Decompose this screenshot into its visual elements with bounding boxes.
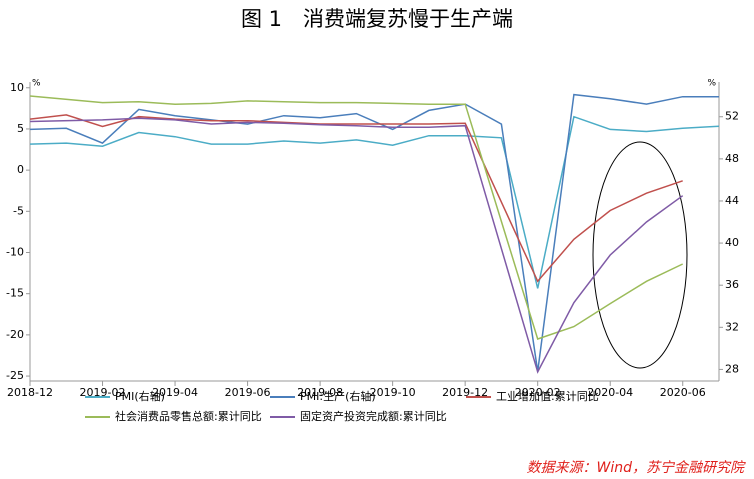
series-line: [29, 117, 684, 374]
x-tick-label: 2019-02: [80, 386, 126, 399]
x-tick-label: 2019-04: [152, 386, 198, 399]
chart-title: 图 1 消费端复苏慢于生产端: [241, 7, 513, 31]
legend-label: 固定资产投资完成额:累计同比: [300, 409, 447, 423]
series-line: [29, 115, 720, 289]
y-tick-label: -15: [6, 287, 24, 300]
y-tick-label: -20: [6, 328, 24, 341]
series-line: [29, 95, 684, 340]
y-tick-label: 0: [17, 163, 24, 176]
legend-label: PMI(右轴): [115, 389, 165, 403]
source-note: 数据来源：Wind，苏宁金融研究院: [527, 460, 746, 476]
legend-label: 社会消费品零售总额:累计同比: [115, 409, 262, 423]
legend-label: PMI:生产(右轴): [300, 389, 376, 403]
legend-label: 工业增加值:累计同比: [496, 389, 599, 403]
x-tick-label: 2019-12: [442, 386, 488, 399]
x-tick-label: 2019-10: [370, 386, 416, 399]
y2-tick-label: 36: [725, 278, 739, 291]
y2-unit: %: [707, 79, 716, 89]
y2-tick-label: 40: [725, 236, 739, 249]
highlight-ellipse: [592, 141, 688, 369]
y-tick-label: -10: [6, 246, 24, 259]
y2-tick-label: 44: [725, 194, 739, 207]
y2-tick-label: 48: [725, 152, 739, 165]
series-line: [29, 93, 719, 372]
y-tick-label: -25: [6, 369, 24, 382]
x-tick-label: 2018-12: [7, 386, 53, 399]
y-unit: %: [32, 79, 41, 89]
x-tick-label: 2020-02: [515, 386, 561, 399]
y-tick-label: 5: [17, 122, 24, 135]
y2-tick-label: 32: [725, 320, 739, 333]
x-tick-label: 2019-06: [225, 386, 271, 399]
y-tick-label: 10: [10, 81, 24, 94]
x-tick-label: 2020-06: [660, 386, 706, 399]
y-tick-label: -5: [13, 204, 24, 217]
y2-tick-label: 28: [725, 362, 739, 375]
x-tick-label: 2020-04: [587, 386, 633, 399]
y2-tick-label: 52: [725, 110, 739, 123]
x-tick-label: 2019-08: [297, 386, 343, 399]
